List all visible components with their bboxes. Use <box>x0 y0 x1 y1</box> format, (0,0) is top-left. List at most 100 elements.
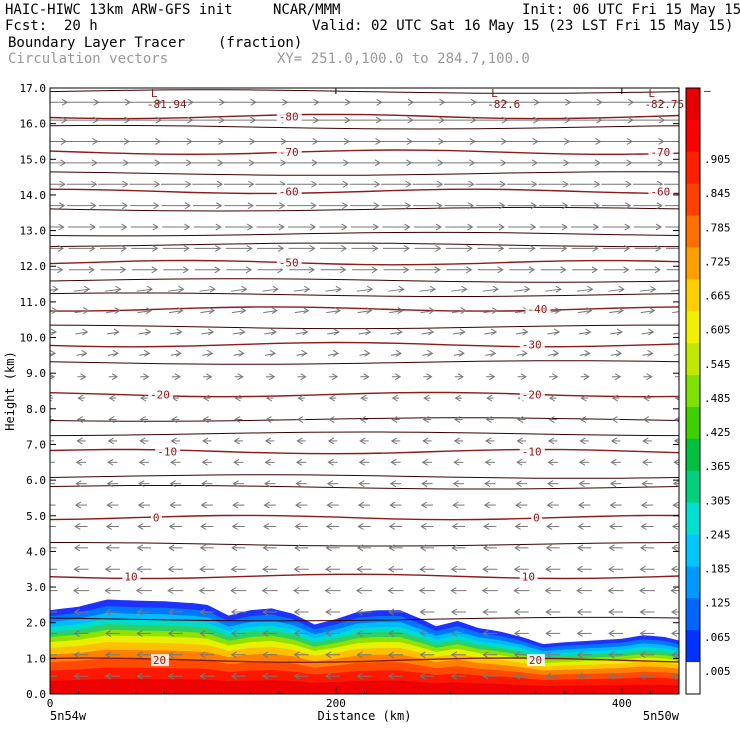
vector-head <box>43 566 48 572</box>
vector-shaft <box>359 352 370 356</box>
vector-head <box>482 608 489 616</box>
vector-head <box>491 307 499 315</box>
vector-head <box>198 587 205 595</box>
vector-head <box>200 523 207 530</box>
vector-head <box>342 202 349 210</box>
vector-head <box>481 587 488 595</box>
vector-head <box>115 285 122 293</box>
vector-head <box>185 159 193 167</box>
vector-head <box>76 416 83 423</box>
vector-head <box>513 672 521 680</box>
vector-shaft <box>611 352 622 356</box>
vector-shaft <box>515 331 528 335</box>
vector-head <box>248 180 255 188</box>
vector-head <box>199 651 206 659</box>
isotherm--40 <box>50 306 679 312</box>
vector-head <box>303 307 310 315</box>
vector-head <box>262 651 269 659</box>
y-tick-label: 0.0 <box>26 688 46 701</box>
vector-head <box>671 608 678 616</box>
vector-head <box>530 202 537 210</box>
vector-head <box>174 373 181 381</box>
isotherm-label-bg <box>276 256 302 269</box>
vector-head <box>120 266 127 274</box>
y-tick-label: 5.0 <box>26 510 46 523</box>
vector-head <box>674 395 679 401</box>
isotherm-label: -10 <box>157 446 177 459</box>
vector-head <box>483 501 490 509</box>
colorbar-label: .845 <box>704 187 731 200</box>
vector-head <box>625 202 632 210</box>
isotherm-label: -20 <box>150 389 170 402</box>
vector-head <box>548 437 555 445</box>
vector-head <box>216 202 223 210</box>
vector-head <box>670 565 678 573</box>
colorbar-swatch <box>686 598 700 631</box>
vector-head <box>168 544 175 552</box>
vector-head <box>626 159 633 167</box>
vector-head <box>530 223 537 231</box>
vector-head <box>615 349 623 357</box>
vector-head <box>450 651 458 659</box>
vector-head <box>418 587 426 595</box>
vector-head <box>264 437 272 445</box>
vector-head <box>153 180 161 188</box>
vector-head <box>482 629 489 637</box>
vector-head <box>138 458 145 466</box>
vector-shaft <box>641 331 654 335</box>
vector-head <box>83 285 91 293</box>
vector-head <box>169 501 176 509</box>
vector-head <box>623 244 631 252</box>
low-marker: L <box>491 87 498 100</box>
y-tick-label: 13.0 <box>20 225 47 238</box>
colorbar-label: .065 <box>704 631 731 644</box>
vector-head <box>230 651 237 659</box>
vector-head <box>333 328 340 336</box>
isotherm--60 <box>50 188 679 195</box>
vector-head <box>217 159 224 167</box>
vector-head <box>331 373 339 381</box>
vector-head <box>245 266 253 274</box>
vector-head <box>91 180 98 188</box>
vector-head <box>140 394 147 402</box>
vector-head <box>642 437 649 445</box>
vector-head <box>232 480 239 488</box>
vector-head <box>498 244 505 252</box>
y-tick-label: 6.0 <box>26 474 46 487</box>
vector-head <box>657 159 664 167</box>
vector-head <box>513 629 521 637</box>
vector-head <box>332 349 340 357</box>
vector-head <box>671 672 678 680</box>
vector-head <box>358 458 366 466</box>
vector-head <box>233 458 240 466</box>
isotherm-label-bg <box>276 146 302 159</box>
vector-head <box>562 202 569 210</box>
vector-head <box>390 437 398 445</box>
vector-shaft <box>106 331 119 335</box>
vector-head <box>356 544 364 552</box>
vector-head <box>269 373 276 381</box>
vector-shaft <box>451 288 467 292</box>
vector-head <box>592 244 599 252</box>
theta-line <box>50 231 679 237</box>
vector-shaft <box>639 288 656 292</box>
theta-line <box>50 542 679 547</box>
vector-head <box>44 523 49 529</box>
vector-head <box>555 285 562 293</box>
vector-head <box>485 437 492 445</box>
vector-head <box>121 202 129 210</box>
vector-head <box>356 608 363 616</box>
vector-head <box>397 307 404 315</box>
vector-shaft <box>327 331 339 335</box>
vector-shaft <box>262 288 278 292</box>
vector-shaft <box>390 331 402 335</box>
y-tick-label: 7.0 <box>26 438 46 451</box>
vector-shaft <box>640 310 655 314</box>
vector-head <box>654 266 661 274</box>
vector-head <box>524 285 531 293</box>
vector-shaft <box>642 352 653 356</box>
vector-head <box>497 266 504 274</box>
vector-head <box>261 587 268 595</box>
vector-head <box>60 159 67 167</box>
vector-head <box>50 373 56 380</box>
